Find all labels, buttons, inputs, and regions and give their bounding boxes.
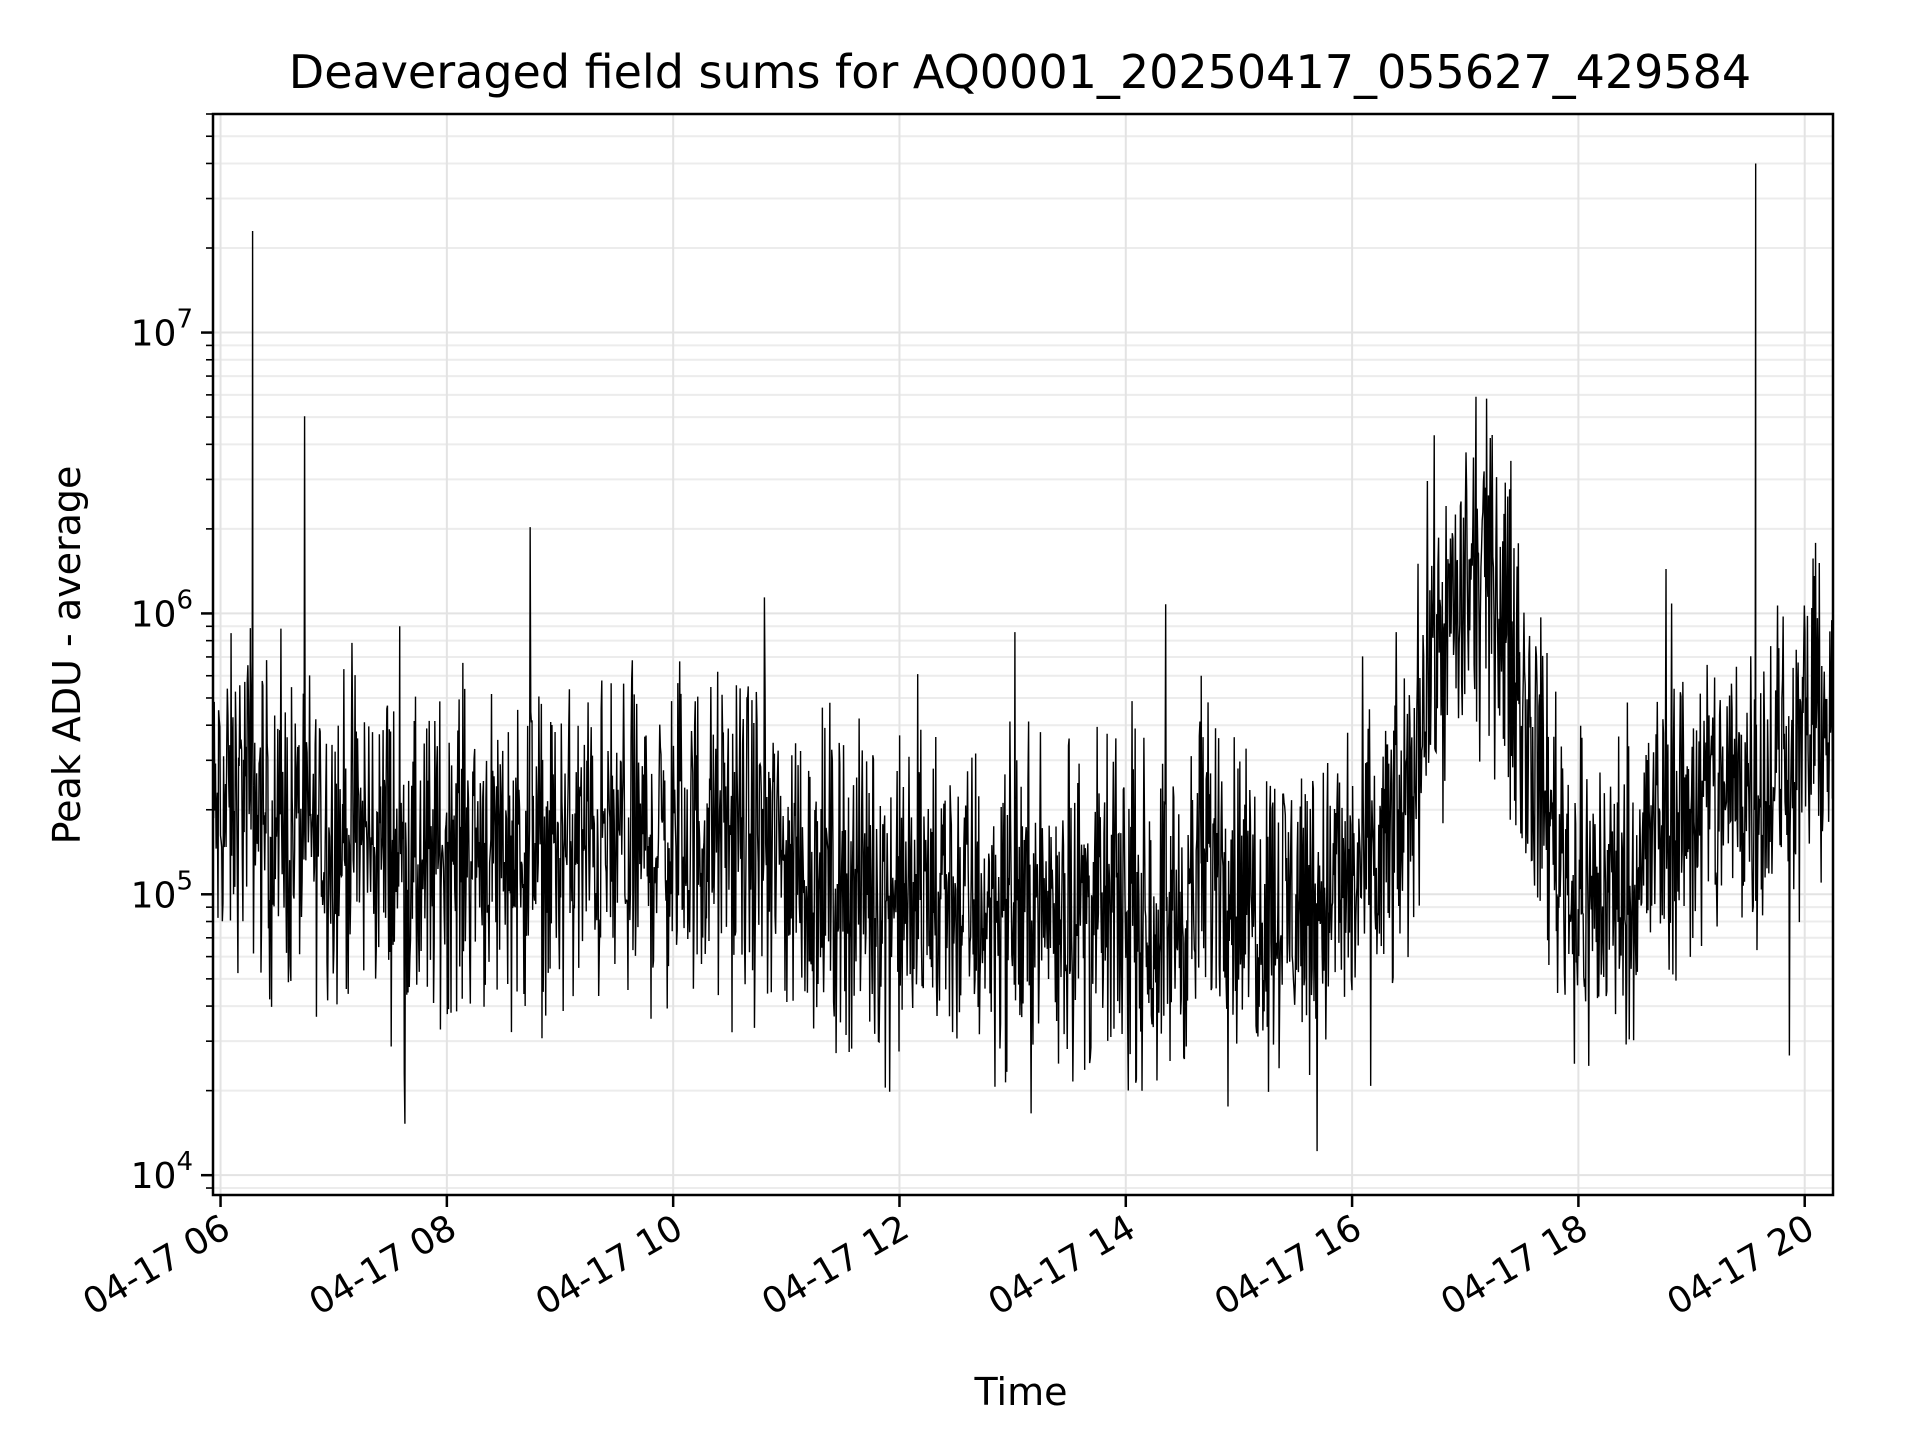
x-tick-label: 04-17 16: [1208, 1207, 1369, 1323]
y-tick-label: 104: [131, 1147, 193, 1197]
x-tick-label: 04-17 14: [982, 1207, 1143, 1323]
x-tick-label: 04-17 12: [755, 1207, 916, 1323]
y-tick-label: 107: [131, 305, 193, 355]
y-axis: 104 105 106 107: [131, 113, 213, 1197]
x-tick-label: 04-17 10: [529, 1207, 690, 1323]
y-tick-label: 106: [131, 585, 193, 635]
y-axis-label: Peak ADU - average: [45, 466, 89, 845]
x-axis: 04-17 06 04-17 08 04-17 10 04-17 12 04-17 14…: [76, 1195, 1821, 1324]
x-tick-label: 04-17 06: [76, 1207, 237, 1323]
x-tick-label: 04-17 18: [1434, 1207, 1595, 1323]
grid: [213, 113, 1833, 1195]
series-layer: [212, 163, 1834, 1152]
x-tick-label: 04-17 20: [1661, 1207, 1822, 1323]
series-line: [212, 163, 1834, 1152]
y-tick-label: 105: [131, 866, 193, 916]
chart-title: Deaveraged field sums for AQ0001_2025041…: [289, 45, 1751, 99]
x-axis-label: Time: [974, 1370, 1068, 1414]
x-tick-label: 04-17 08: [303, 1207, 464, 1323]
plot-frame: [211, 112, 1835, 1197]
